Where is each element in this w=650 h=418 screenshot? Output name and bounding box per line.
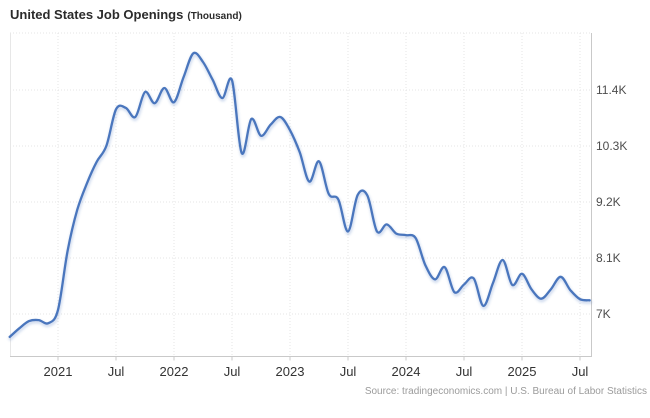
x-axis-label: 2023	[276, 364, 305, 379]
chart-title: United States Job Openings (Thousand)	[10, 7, 242, 25]
x-axis-label: 2021	[44, 364, 73, 379]
source-note: Source: tradingeconomics.com | U.S. Bure…	[364, 386, 647, 397]
y-axis-label: 9.2K	[596, 195, 621, 209]
chart-title-unit: (Thousand)	[187, 11, 242, 22]
x-axis-label: Jul	[224, 364, 241, 379]
y-axis-label: 11.4K	[596, 83, 626, 97]
x-axis-label: 2022	[160, 364, 189, 379]
x-axis-label: 2024	[392, 364, 421, 379]
y-axis-label: 10.3K	[596, 139, 627, 153]
chart-title-text: United States Job Openings	[10, 7, 184, 22]
series-line	[8, 51, 591, 339]
x-axis-label: Jul	[340, 364, 357, 379]
x-axis-label: 2025	[508, 364, 537, 379]
y-axis-label: 8.1K	[596, 251, 621, 265]
x-axis-label: Jul	[456, 364, 473, 379]
y-axis-label: 7K	[596, 307, 611, 321]
series-line-shadow	[8, 52, 593, 341]
x-axis-label: Jul	[572, 364, 589, 379]
x-axis-label: Jul	[108, 364, 125, 379]
